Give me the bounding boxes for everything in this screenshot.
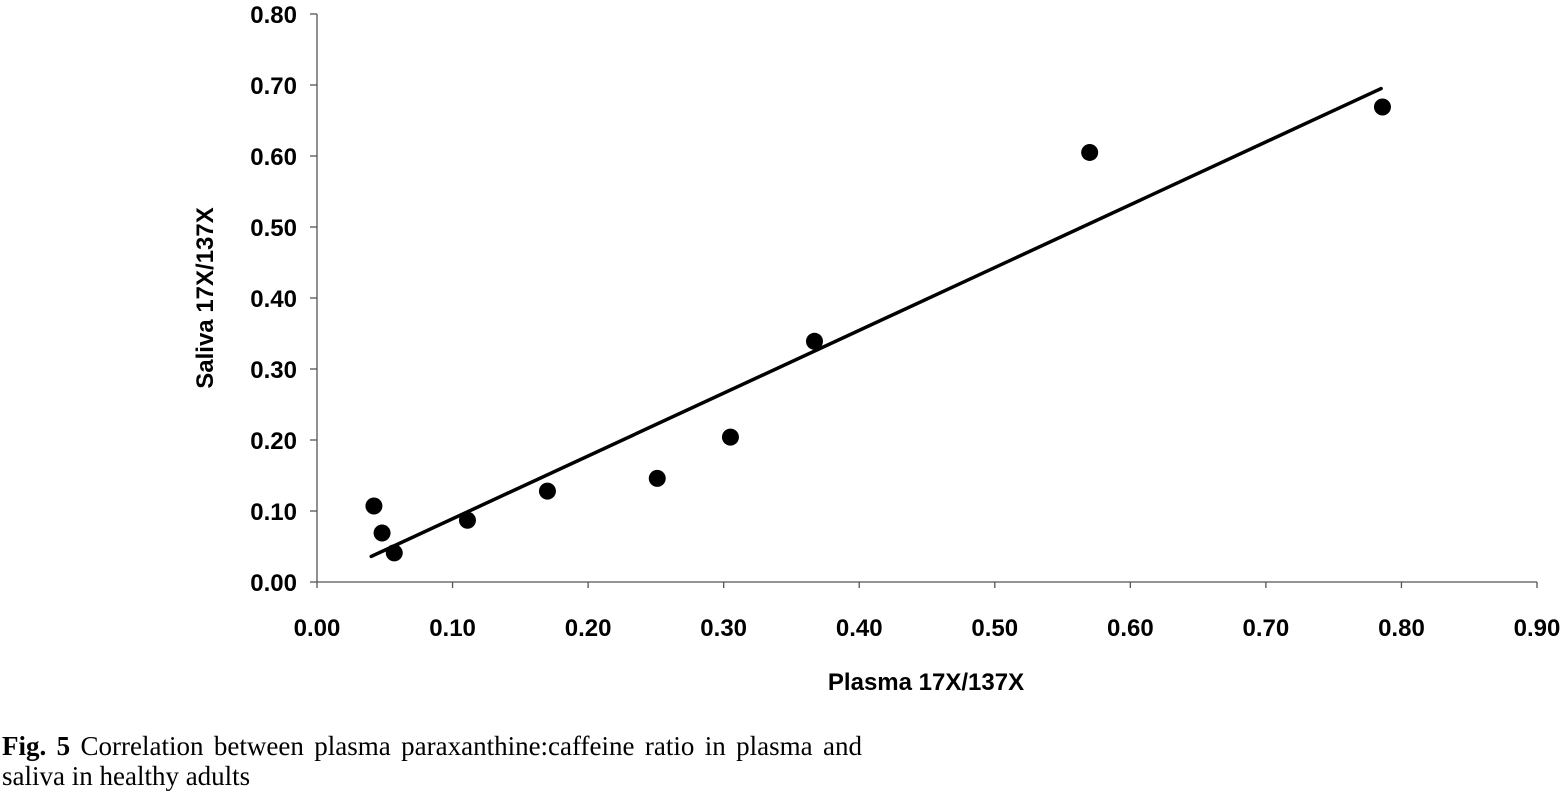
y-tick-label: 0.70 bbox=[250, 73, 297, 100]
data-point bbox=[1373, 98, 1391, 116]
data-point bbox=[458, 511, 476, 529]
data-point bbox=[538, 482, 556, 500]
data-point bbox=[373, 524, 391, 542]
x-tick-label: 0.40 bbox=[836, 615, 883, 642]
x-tick-label: 0.30 bbox=[700, 615, 747, 642]
trendline-group bbox=[369, 86, 1383, 559]
figure-caption-text: Correlation between plasma paraxanthine:… bbox=[2, 731, 863, 791]
data-points bbox=[365, 98, 1391, 562]
data-point bbox=[648, 469, 666, 487]
y-tick-label: 0.80 bbox=[250, 2, 297, 29]
y-tick-label: 0.00 bbox=[250, 570, 297, 597]
x-tick-label: 0.90 bbox=[1514, 615, 1561, 642]
data-point bbox=[1081, 143, 1099, 161]
y-axis-title: Saliva 17X/137X bbox=[192, 207, 219, 388]
y-tick-label: 0.20 bbox=[250, 428, 297, 455]
y-tick-label: 0.30 bbox=[250, 357, 297, 384]
trendline bbox=[369, 86, 1383, 559]
x-tick-label: 0.50 bbox=[971, 615, 1018, 642]
data-point bbox=[721, 428, 739, 446]
x-tick-label: 0.60 bbox=[1107, 615, 1154, 642]
x-tick-label: 0.20 bbox=[565, 615, 612, 642]
x-tick-label: 0.80 bbox=[1378, 615, 1425, 642]
x-tick-label: 0.00 bbox=[294, 615, 341, 642]
y-tick-label: 0.10 bbox=[250, 499, 297, 526]
figure-caption: Fig. 5 Correlation between plasma paraxa… bbox=[2, 731, 862, 791]
y-tick-label: 0.60 bbox=[250, 144, 297, 171]
x-axis-ticks: 0.00 0.10 0.20 0.30 0.40 0.50 0.60 0.70 0.80 0.90 bbox=[294, 582, 1561, 642]
figure-label: Fig. 5 bbox=[2, 731, 71, 761]
data-point bbox=[365, 497, 383, 515]
y-tick-label: 0.50 bbox=[250, 215, 297, 242]
y-axis-ticks: 0.00 0.10 0.20 0.30 0.40 0.50 0.60 0.70 0.80 bbox=[250, 2, 317, 597]
data-point bbox=[385, 544, 403, 562]
scatter-chart: 0.00 0.10 0.20 0.30 0.40 0.50 0.60 0.70 0.80 0.90… bbox=[192, 2, 1561, 696]
x-axis-title: Plasma 17X/137X bbox=[828, 669, 1024, 696]
x-tick-label: 0.10 bbox=[429, 615, 476, 642]
y-tick-label: 0.40 bbox=[250, 286, 297, 313]
x-tick-label: 0.70 bbox=[1243, 615, 1290, 642]
data-point bbox=[805, 332, 823, 350]
